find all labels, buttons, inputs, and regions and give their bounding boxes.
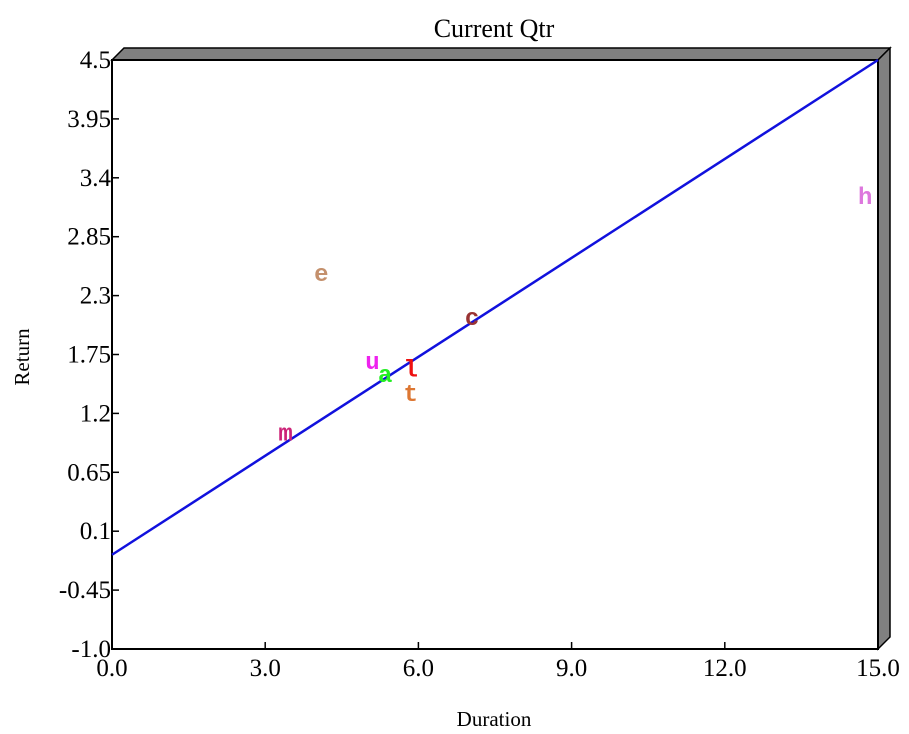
- x-axis: 0.0 3.0 6.0 9.0 12.0 15.0: [96, 642, 900, 682]
- y-tick-label: -0.45: [59, 577, 111, 604]
- data-points: m e ua lt c h: [278, 185, 872, 449]
- frame-top-depth: [110, 47, 892, 61]
- y-tick-label: 0.65: [67, 459, 111, 486]
- y-tick-label: 4.5: [80, 47, 111, 74]
- data-point: e: [314, 262, 328, 289]
- y-tick-label: 1.2: [80, 400, 111, 427]
- data-point: l: [404, 357, 418, 384]
- y-tick-label: -1.0: [71, 636, 111, 663]
- data-point: a: [378, 363, 392, 390]
- frame-right-depth: [877, 46, 891, 651]
- y-axis-label: Return: [10, 328, 34, 386]
- data-point: t: [404, 382, 418, 409]
- y-tick-label: 3.95: [67, 106, 111, 133]
- y-axis: 4.5 3.95 3.4 2.85 2.3 1.75 1.2 0.65 0.1 -0.45 -1.0: [59, 47, 119, 663]
- trend-line: [111, 58, 879, 556]
- data-point: m: [278, 422, 292, 449]
- x-tick-label: 12.0: [703, 655, 747, 682]
- y-tick-label: 2.85: [67, 224, 111, 251]
- x-tick-label: 6.0: [403, 655, 434, 682]
- y-tick-label: 3.4: [80, 165, 112, 192]
- plot-area: [111, 59, 879, 650]
- x-tick-label: 15.0: [856, 655, 900, 682]
- y-tick-label: 2.3: [80, 283, 111, 310]
- x-tick-label: 3.0: [250, 655, 281, 682]
- y-tick-label: 1.75: [67, 342, 111, 369]
- data-point: u: [365, 350, 379, 377]
- data-point: c: [465, 306, 479, 333]
- chart-title: Current Qtr: [434, 14, 555, 43]
- data-point: h: [858, 185, 872, 212]
- x-tick-label: 0.0: [96, 655, 127, 682]
- y-tick-label: 0.1: [80, 518, 111, 545]
- x-tick-label: 9.0: [556, 655, 587, 682]
- x-axis-label: Duration: [457, 707, 532, 731]
